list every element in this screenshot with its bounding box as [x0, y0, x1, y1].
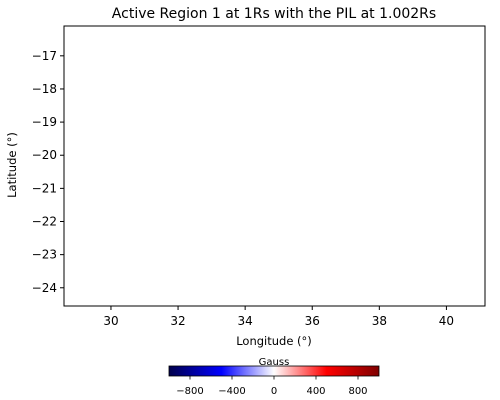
y-tick-label: −24 [32, 281, 57, 295]
x-tick-label: 36 [305, 314, 320, 328]
y-tick-label: −18 [32, 82, 57, 96]
colorbar-tick-label: 400 [306, 386, 325, 397]
plot-area [63, 25, 486, 307]
y-tick-label: −22 [32, 215, 57, 229]
colorbar-tick-label: −400 [218, 386, 245, 397]
y-tick-label: −23 [32, 248, 57, 262]
x-tick-label: 32 [170, 314, 185, 328]
colorbar-tick-label: 0 [271, 386, 277, 397]
colorbar-tick-label: 800 [348, 386, 367, 397]
y-axis-ticks: −17 −18 −19 −20 −21 −22 −23 −24 [32, 49, 64, 295]
colorbar-label: Gauss [259, 357, 290, 368]
y-tick-label: −17 [32, 49, 57, 63]
colorbar [168, 365, 380, 377]
x-tick-label: 30 [103, 314, 118, 328]
y-tick-label: −21 [32, 181, 57, 195]
y-tick-label: −20 [32, 148, 57, 162]
y-tick-label: −19 [32, 115, 57, 129]
x-tick-label: 40 [439, 314, 454, 328]
chart-title: Active Region 1 at 1Rs with the PIL at 1… [112, 6, 436, 22]
colorbar-ticks: −800 −400 0 400 800 [176, 376, 368, 397]
x-tick-label: 34 [238, 314, 253, 328]
x-axis-ticks: 30 32 34 36 38 40 [103, 306, 454, 328]
colorbar-tick-label: −800 [176, 386, 203, 397]
x-tick-label: 38 [372, 314, 387, 328]
y-axis-label: Latitude (°) [5, 132, 19, 198]
x-axis-label: Longitude (°) [236, 334, 312, 348]
